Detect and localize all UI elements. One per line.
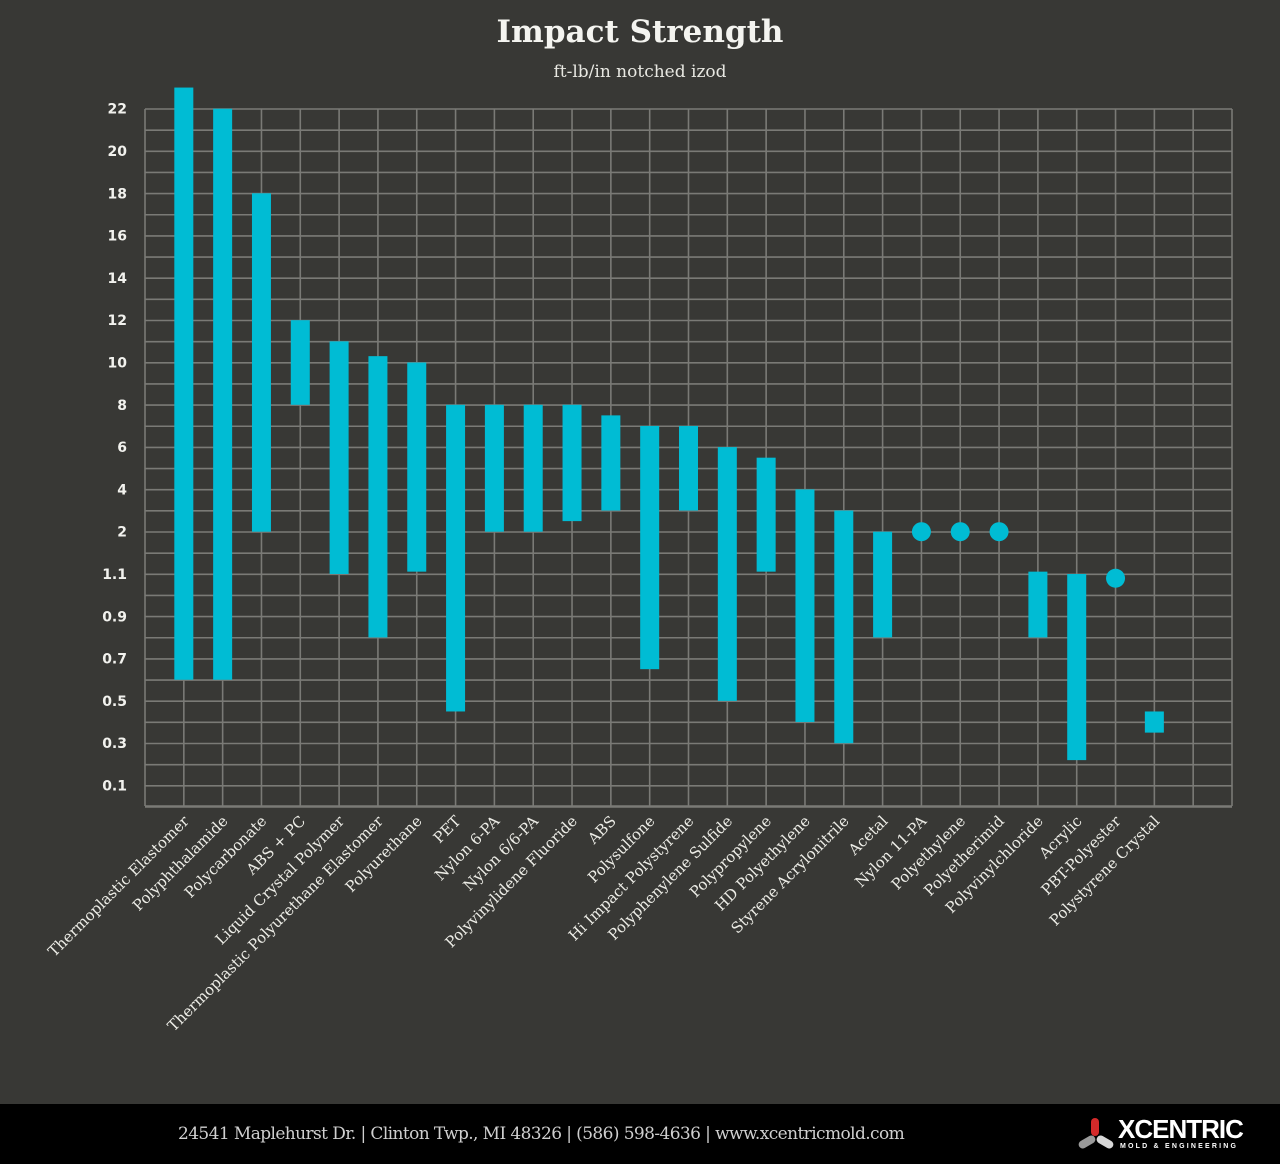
- range-bar: [484, 404, 504, 532]
- range-bar: [251, 193, 271, 532]
- range-bar: [290, 320, 310, 405]
- chart-title: Impact Strength: [496, 14, 784, 50]
- range-bar: [679, 425, 698, 511]
- range-bar: [213, 108, 233, 680]
- range-bar: [1144, 711, 1164, 733]
- range-bar: [717, 447, 737, 701]
- range-bar: [174, 87, 194, 680]
- y-tick-label: 0.3: [102, 736, 127, 752]
- range-bar: [795, 489, 815, 723]
- footer-contact: 24541 Maplehurst Dr. | Clinton Twp., MI …: [178, 1124, 905, 1144]
- range-bar: [834, 510, 854, 744]
- range-bar: [368, 356, 388, 638]
- x-tick-label: PET: [430, 812, 465, 847]
- range-bar: [329, 341, 349, 574]
- y-tick-label: 8: [117, 398, 127, 414]
- y-tick-label: 14: [108, 271, 128, 287]
- chart-subtitle: ft-lb/in notched izod: [553, 62, 727, 82]
- range-dot: [989, 522, 1009, 542]
- y-tick-label: 18: [108, 186, 127, 202]
- range-bar: [407, 362, 427, 572]
- range-bar: [562, 404, 582, 522]
- range-bar: [873, 531, 893, 638]
- footer-bar: 24541 Maplehurst Dr. | Clinton Twp., MI …: [0, 1104, 1280, 1164]
- grid: [144, 108, 1233, 808]
- x-tick-label: Thermoplastic Elastomer: [44, 812, 193, 961]
- y-tick-label: 16: [108, 229, 127, 245]
- x-axis-ticks: Thermoplastic ElastomerPolyphthalamidePo…: [44, 812, 1163, 1035]
- range-bar: [601, 415, 621, 511]
- range-dot: [911, 522, 931, 542]
- y-tick-label: 20: [108, 144, 128, 160]
- y-tick-label: 10: [108, 356, 128, 372]
- range-dot: [950, 522, 970, 542]
- range-bar: [446, 404, 466, 712]
- range-bars: [174, 87, 1164, 761]
- y-tick-label: 0.5: [102, 694, 127, 710]
- propeller-logo-icon: [1078, 1118, 1114, 1149]
- impact-strength-chart: 0.1 0.3 0.5 0.7 0.9 1.1 2 4 6 8 10 12 14 16 18 20 22 The…: [44, 87, 1233, 1035]
- range-bar: [1028, 571, 1048, 638]
- y-tick-label: 22: [108, 102, 127, 118]
- y-tick-label: 0.9: [102, 609, 127, 625]
- range-bar: [523, 404, 543, 532]
- y-tick-label: 4: [117, 482, 127, 498]
- y-tick-label: 0.1: [102, 779, 127, 795]
- range-dot: [1106, 568, 1126, 588]
- logo-wordmark: XCENTRIC: [1118, 1114, 1244, 1144]
- y-tick-label: 6: [117, 440, 127, 456]
- y-tick-label: 2: [117, 525, 127, 541]
- y-tick-label: 12: [108, 313, 127, 329]
- range-bar: [756, 457, 776, 572]
- xcentric-logo: XCENTRIC MOLD & ENGINEERING: [1076, 1114, 1276, 1156]
- range-bar: [1067, 574, 1087, 761]
- y-tick-label: 0.7: [102, 652, 127, 668]
- range-bar: [640, 425, 660, 670]
- y-tick-label: 1.1: [102, 567, 127, 583]
- logo-tagline: MOLD & ENGINEERING: [1120, 1143, 1239, 1150]
- y-axis-ticks: 0.1 0.3 0.5 0.7 0.9 1.1 2 4 6 8 10 12 14 16 18 20 22: [102, 102, 127, 795]
